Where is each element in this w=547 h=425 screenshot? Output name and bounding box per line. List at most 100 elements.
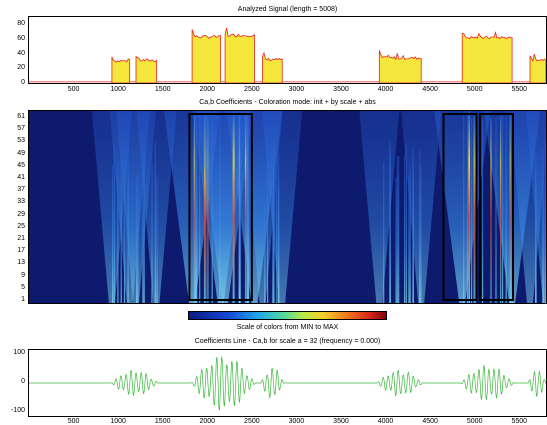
line-x-tick-label: 500 bbox=[67, 418, 80, 425]
coeffs-y-tick-label: 13 bbox=[17, 259, 25, 267]
signal-segment bbox=[262, 51, 283, 83]
signal-x-tick-label: 4500 bbox=[422, 86, 438, 93]
coeff-streak bbox=[404, 154, 406, 303]
coeff-streak bbox=[193, 113, 195, 303]
signal-y-tick-label: 0 bbox=[21, 79, 25, 86]
coeff-streak bbox=[136, 174, 138, 303]
coeff-streak bbox=[203, 114, 206, 303]
coeff-streak bbox=[389, 150, 391, 303]
coeff-streak bbox=[123, 179, 126, 303]
coeff-cone bbox=[359, 111, 400, 303]
coeff-streak bbox=[409, 166, 411, 303]
line-x-tick-label: 1000 bbox=[110, 418, 126, 425]
signal-segment bbox=[461, 31, 513, 83]
line-x-tick-label: 2500 bbox=[244, 418, 260, 425]
coeff-streak bbox=[383, 161, 385, 303]
coeff-streak bbox=[542, 149, 544, 303]
coeff-streak bbox=[233, 111, 235, 303]
coeff-streak bbox=[535, 169, 537, 303]
coeff-highlight-box bbox=[188, 113, 253, 301]
coeff-streak bbox=[248, 117, 250, 303]
line-y-tick-label: 0 bbox=[21, 378, 25, 385]
coeff-streak bbox=[468, 114, 470, 303]
colorbar bbox=[188, 311, 387, 320]
coeff-line-series bbox=[29, 356, 546, 411]
signal-segment bbox=[224, 27, 255, 83]
coeff-line-chart bbox=[29, 356, 546, 411]
coeffs-y-tick-label: 53 bbox=[17, 137, 25, 145]
coeff-streak bbox=[495, 118, 497, 303]
coeff-streak bbox=[194, 114, 196, 303]
coeff-streak bbox=[117, 158, 119, 303]
coeff-streak bbox=[509, 114, 511, 303]
signal-y-tick-label: 80 bbox=[17, 20, 25, 28]
coeff-streak bbox=[246, 114, 248, 303]
signal-y-tick-label: 60 bbox=[17, 35, 25, 42]
coeff-streak bbox=[247, 111, 249, 303]
coeffs-y-tick-label: 9 bbox=[21, 271, 25, 279]
coeff-streak bbox=[267, 153, 269, 303]
coeff-streak bbox=[396, 156, 398, 303]
line-x-tick-label: 5000 bbox=[466, 418, 483, 425]
line-plot bbox=[28, 349, 547, 417]
coeff-streak bbox=[112, 165, 114, 303]
coeff-streak bbox=[151, 163, 153, 303]
coeff-streak bbox=[199, 112, 201, 303]
line-x-tick-label: 3500 bbox=[333, 418, 349, 425]
signal-x-tick-label: 5000 bbox=[466, 86, 483, 93]
coeffs-y-tick-label: 61 bbox=[17, 113, 25, 120]
line-x-tick-label: 2000 bbox=[199, 418, 216, 425]
coeff-streak bbox=[408, 175, 410, 303]
coeff-streak bbox=[154, 141, 156, 303]
coeffs-title: Ca,b Coefficients - Coloration mode: ini… bbox=[199, 99, 376, 106]
line-x-tick-label: 1500 bbox=[154, 418, 171, 425]
coeff-streak bbox=[474, 114, 476, 303]
signal-x-tick-label: 500 bbox=[67, 86, 80, 93]
coeff-streak bbox=[471, 117, 473, 303]
coeff-streak bbox=[205, 116, 207, 303]
coeffs-y-tick-label: 49 bbox=[17, 149, 25, 157]
signal-segment bbox=[135, 55, 157, 83]
line-x-tick-label: 3000 bbox=[288, 418, 305, 425]
coeff-streak bbox=[502, 114, 504, 303]
coeff-streak bbox=[207, 116, 209, 303]
coeff-streak bbox=[137, 166, 139, 303]
coeff-streak bbox=[195, 114, 197, 303]
coeff-streak bbox=[273, 141, 275, 303]
coeffs-y-tick-label: 5 bbox=[21, 283, 25, 291]
signal-x-tick-label: 4000 bbox=[377, 86, 394, 93]
signal-x-tick-label: 3500 bbox=[333, 86, 349, 93]
coeff-streak bbox=[264, 179, 266, 303]
signal-x-tick-label: 3000 bbox=[288, 86, 305, 93]
signal-x-tick-label: 1500 bbox=[154, 86, 171, 93]
coeff-cone bbox=[262, 111, 303, 303]
coeff-streak bbox=[420, 165, 422, 303]
coeff-streak bbox=[276, 171, 278, 303]
coeff-streak bbox=[278, 178, 280, 303]
coeffs-y-tick-label: 1 bbox=[21, 296, 25, 303]
coeff-streak bbox=[412, 163, 414, 303]
coeff-streak bbox=[272, 158, 274, 303]
line-x-tick-label: 4000 bbox=[377, 418, 394, 425]
coeff-highlight-box bbox=[442, 113, 478, 301]
coeffs-y-tick-label: 37 bbox=[17, 186, 25, 194]
coeffs-y-tick-label: 25 bbox=[17, 222, 25, 230]
coeff-highlight-box bbox=[479, 113, 515, 301]
coeff-streak bbox=[239, 115, 241, 303]
colorbar-caption: Scale of colors from MIN to MAX bbox=[236, 324, 339, 331]
coeff-streak bbox=[405, 144, 407, 303]
coeff-streak bbox=[545, 141, 546, 303]
coeff-streak bbox=[244, 114, 247, 303]
signal-area-chart bbox=[29, 27, 546, 83]
signal-plot bbox=[28, 16, 547, 84]
signal-x-tick-label: 2500 bbox=[244, 86, 260, 93]
coeff-streak bbox=[543, 180, 545, 303]
line-x-tick-label: 5500 bbox=[511, 418, 528, 425]
coeff-streak bbox=[500, 116, 502, 303]
coeff-streak bbox=[143, 153, 145, 303]
line-y-tick-label: -100 bbox=[11, 407, 26, 414]
coeff-streak bbox=[238, 119, 240, 303]
coeff-streak bbox=[113, 144, 115, 303]
signal-title: Analyzed Signal (length = 5008) bbox=[237, 6, 338, 13]
coeffs-y-tick-label: 29 bbox=[17, 210, 25, 218]
